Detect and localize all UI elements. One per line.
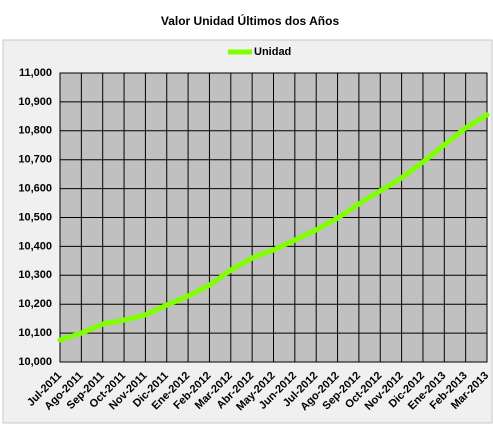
legend-label: Unidad (254, 46, 291, 58)
y-tick-label: 11,000 (19, 67, 52, 79)
y-tick-label: 10,400 (18, 240, 52, 252)
y-tick-label: 10,100 (18, 327, 52, 339)
y-tick-label: 10,500 (18, 211, 52, 223)
y-tick-label: 10,800 (18, 125, 52, 137)
plot-border (59, 72, 488, 363)
y-tick-label: 10,600 (18, 183, 52, 195)
chart-title: Valor Unidad Últimos dos Años (161, 13, 340, 28)
y-tick-label: 10,000 (18, 356, 52, 368)
y-tick-label: 10,200 (18, 298, 52, 310)
line (57, 112, 490, 343)
y-tick-label: 10,900 (18, 96, 52, 108)
y-tick-label: 10,300 (18, 269, 52, 281)
y-tick-label: 10,700 (18, 154, 52, 166)
